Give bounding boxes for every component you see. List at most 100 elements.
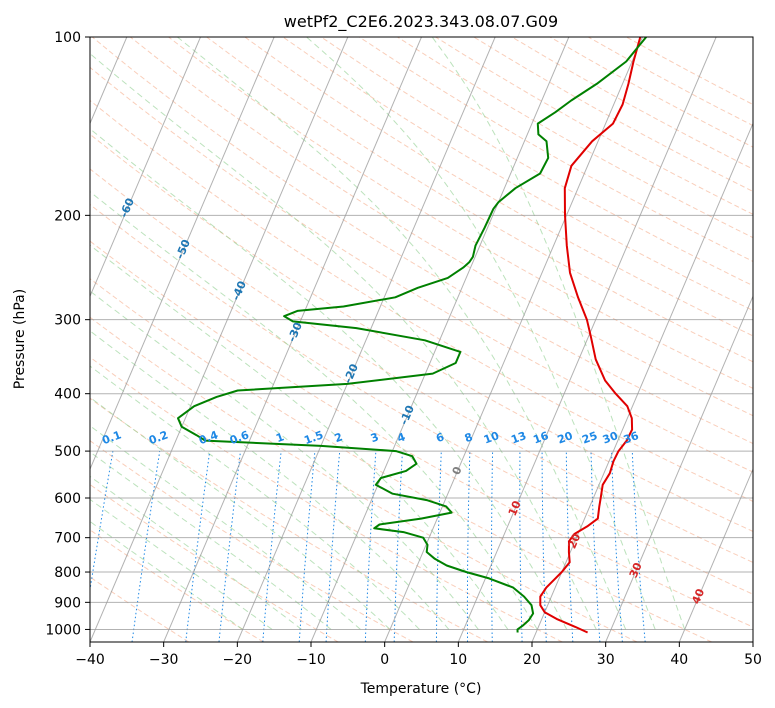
x-axis: −40 −30 −20 −10 0 10 20 30 40 50 bbox=[75, 642, 762, 668]
moist-adiabat-line bbox=[177, 37, 627, 630]
mixing-ratio-label: 16 bbox=[531, 429, 550, 447]
mixing-ratio-label: 13 bbox=[509, 429, 528, 446]
x-tick-label: −30 bbox=[149, 652, 179, 668]
moist-adiabat-line bbox=[90, 244, 509, 630]
mixing-ratio-line bbox=[90, 451, 114, 593]
mixing-ratio-label: 0.1 bbox=[100, 428, 123, 447]
dry-adiabat-line bbox=[90, 440, 414, 642]
moist-adiabat-line bbox=[90, 330, 450, 630]
isotherm-line bbox=[457, 37, 717, 642]
isotherm-line bbox=[310, 37, 570, 642]
mixing-ratio-label: 0.4 bbox=[197, 428, 220, 447]
isotherm-line bbox=[90, 37, 201, 298]
moist-adiabat-line bbox=[431, 37, 686, 630]
x-axis-label: Temperature (°C) bbox=[360, 681, 482, 697]
x-tick-label: −20 bbox=[223, 652, 253, 668]
dry-adiabat-line bbox=[90, 133, 753, 533]
y-tick-label: 800 bbox=[54, 565, 81, 581]
x-tick-label: 30 bbox=[597, 652, 615, 668]
y-tick-label: 1000 bbox=[45, 622, 81, 638]
moist-adiabat-line bbox=[90, 425, 361, 630]
y-tick-label: 100 bbox=[54, 30, 81, 46]
x-tick-label: 10 bbox=[449, 652, 467, 668]
dry-adiabat-line bbox=[90, 356, 563, 642]
dewpoint-line bbox=[177, 37, 647, 633]
dry-adiabat-line bbox=[358, 37, 753, 262]
mixing-ratio-label: 3 bbox=[369, 430, 381, 445]
mixing-ratio-label: 6 bbox=[434, 430, 446, 445]
y-tick-label: 600 bbox=[54, 491, 81, 507]
y-tick-label: 200 bbox=[54, 208, 81, 224]
mixing-ratio-label: 0.2 bbox=[147, 428, 170, 447]
moist-adiabats bbox=[90, 37, 686, 630]
mixing-ratio-line bbox=[218, 451, 241, 642]
mixing-ratio-line bbox=[185, 451, 211, 642]
mixing-ratio-line bbox=[631, 451, 646, 642]
dry-adiabat-line bbox=[90, 66, 753, 473]
mixing-ratio-label: 10 bbox=[482, 429, 501, 447]
dry-adiabat-line bbox=[205, 37, 753, 363]
dry-adiabat-line bbox=[396, 37, 753, 239]
isotherm-line bbox=[605, 295, 753, 642]
dry-adiabat-line bbox=[90, 168, 753, 563]
mixing-ratio-label: 36 bbox=[622, 429, 641, 447]
mixing-ratio-label: 20 bbox=[556, 429, 575, 447]
mixing-ratio-label: 0.6 bbox=[228, 428, 251, 447]
isotherm-label: 10 bbox=[506, 498, 524, 517]
y-tick-label: 500 bbox=[54, 444, 81, 460]
mixing-ratio-label: 2 bbox=[333, 430, 345, 445]
dry-adiabat-line bbox=[90, 316, 638, 642]
moist-adiabat-line bbox=[90, 396, 391, 630]
plot-area: -100-90-80-70-60-50-40-30-20-10010203040… bbox=[90, 37, 753, 642]
y-tick-label: 400 bbox=[54, 387, 81, 403]
dry-adiabat-line bbox=[90, 529, 264, 642]
y-axis-label: Pressure (hPa) bbox=[12, 289, 28, 389]
mixing-ratio-line bbox=[262, 451, 282, 642]
isotherm-label: 40 bbox=[689, 586, 707, 605]
y-tick-label: 300 bbox=[54, 313, 81, 329]
dry-adiabat-line bbox=[90, 240, 753, 628]
x-tick-label: −10 bbox=[296, 652, 326, 668]
isotherm-label: 30 bbox=[627, 560, 645, 579]
plot-frame bbox=[89, 36, 754, 643]
isotherm-line bbox=[90, 37, 275, 471]
moist-adiabat-line bbox=[90, 128, 568, 630]
isotherm-line bbox=[384, 37, 643, 642]
isotherm-line bbox=[90, 37, 349, 642]
mixing-ratio-label: 1 bbox=[274, 430, 286, 445]
y-tick-label: 700 bbox=[54, 531, 81, 547]
mixing-ratio-label: 8 bbox=[463, 430, 475, 445]
profile-series bbox=[177, 37, 647, 634]
mixing-ratio-line bbox=[298, 451, 316, 642]
mixing-ratio-label: 4 bbox=[395, 430, 407, 445]
x-tick-label: 20 bbox=[523, 652, 541, 668]
x-tick-label: −40 bbox=[75, 652, 105, 668]
isotherm-line bbox=[163, 37, 422, 642]
y-tick-label: 900 bbox=[54, 595, 81, 611]
pressure-gridlines bbox=[90, 37, 753, 630]
dry-adiabat-line bbox=[90, 483, 339, 642]
dry-adiabat-line bbox=[90, 203, 753, 595]
y-axis: 100 200 300 400 500 600 700 800 900 1000 bbox=[45, 30, 90, 638]
moist-adiabat-line bbox=[90, 520, 243, 630]
temperature-line bbox=[539, 37, 642, 634]
isotherm-label: 20 bbox=[565, 531, 583, 550]
dry-adiabats bbox=[90, 37, 753, 642]
moist-adiabat-line bbox=[306, 37, 656, 630]
x-tick-label: 50 bbox=[744, 652, 762, 668]
isotherms bbox=[90, 37, 753, 642]
chart-title: wetPf2_C2E6.2023.343.08.07.G09 bbox=[284, 12, 558, 32]
dry-adiabat-line bbox=[90, 99, 753, 502]
mixing-ratio-label: 30 bbox=[601, 429, 620, 447]
mixing-ratio-label: 1.5 bbox=[302, 428, 325, 447]
dry-adiabat-line bbox=[549, 37, 753, 148]
mixing-ratio-label: 25 bbox=[580, 429, 599, 446]
x-tick-label: 0 bbox=[380, 652, 389, 668]
dry-adiabat-line bbox=[129, 37, 753, 417]
x-tick-label: 40 bbox=[670, 652, 688, 668]
moist-adiabat-line bbox=[90, 52, 597, 630]
moist-adiabat-line bbox=[90, 498, 273, 630]
isotherm-line bbox=[531, 122, 753, 642]
